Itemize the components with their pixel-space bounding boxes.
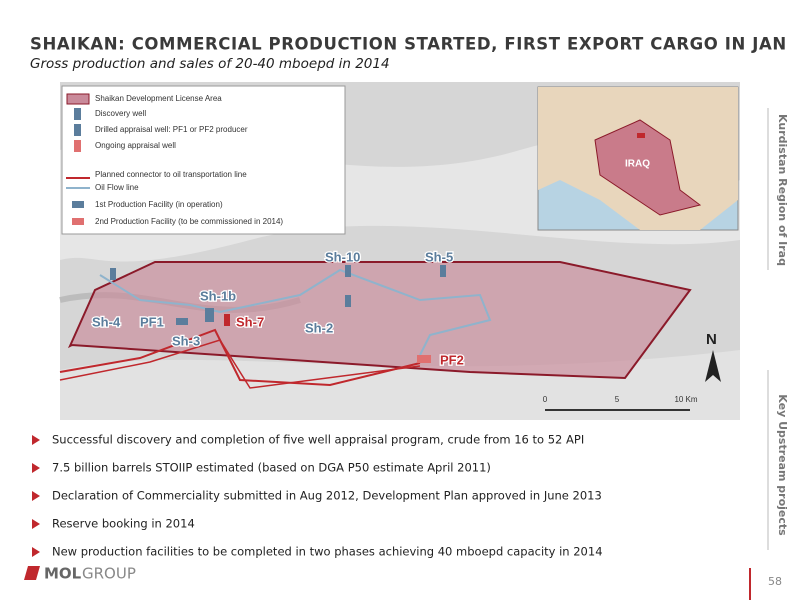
legend-swatch bbox=[74, 124, 81, 136]
scale-label: 0 bbox=[543, 395, 548, 404]
bullet-marker bbox=[32, 491, 40, 501]
bullet-text: Successful discovery and completion of f… bbox=[52, 433, 584, 447]
map-label: Sh-1b bbox=[200, 288, 236, 303]
legend-item: Drilled appraisal well: PF1 or PF2 produ… bbox=[95, 125, 248, 134]
wells bbox=[110, 265, 446, 325]
inset-marker bbox=[637, 133, 645, 138]
map: Sh-4 PF1 Sh-1b Sh-3 Sh-7 Sh-10 Sh-2 Sh-5… bbox=[59, 82, 740, 420]
logo: MOL GROUP bbox=[24, 565, 136, 583]
legend-swatch bbox=[74, 108, 81, 120]
scale-label: 10 Km bbox=[674, 395, 697, 404]
well-icon bbox=[205, 308, 214, 322]
map-label: PF2 bbox=[440, 352, 464, 367]
bullet-text: Reserve booking in 2014 bbox=[52, 517, 195, 531]
bullet-marker bbox=[32, 435, 40, 445]
well-icon bbox=[345, 295, 351, 307]
legend-swatch bbox=[72, 201, 84, 208]
bullet-marker bbox=[32, 519, 40, 529]
legend-item: Discovery well bbox=[95, 109, 146, 118]
subtitle: Gross production and sales of 20-40 mboe… bbox=[30, 56, 390, 72]
inset-label: IRAQ bbox=[625, 159, 650, 170]
title: SHAIKAN: COMMERCIAL PRODUCTION STARTED, … bbox=[30, 35, 787, 54]
legend-item: 2nd Production Facility (to be commissio… bbox=[95, 217, 283, 226]
well-icon bbox=[440, 265, 446, 277]
logo-text: MOL bbox=[44, 565, 82, 583]
map-label: Sh-4 bbox=[92, 314, 121, 329]
map-label: Sh-10 bbox=[325, 249, 360, 264]
north-arrow bbox=[705, 350, 721, 382]
logo-text: GROUP bbox=[82, 565, 136, 583]
well-icon bbox=[345, 265, 351, 277]
facility-icon bbox=[176, 318, 188, 325]
facility-icon bbox=[417, 355, 431, 363]
legend-swatch bbox=[74, 140, 81, 152]
bullet-text: Declaration of Commerciality submitted i… bbox=[52, 489, 602, 503]
inset-iraq bbox=[594, 119, 702, 216]
logo-mark bbox=[24, 566, 40, 580]
north-label: N bbox=[706, 331, 717, 348]
bullet-text: 7.5 billion barrels STOIIP estimated (ba… bbox=[52, 461, 491, 475]
bullet-marker bbox=[32, 547, 40, 557]
bullet-marker bbox=[32, 463, 40, 473]
connector-line bbox=[59, 328, 421, 387]
well-icon bbox=[224, 314, 230, 326]
map-label: PF1 bbox=[140, 314, 164, 329]
well-icon bbox=[110, 268, 116, 280]
map-label: Sh-3 bbox=[172, 333, 200, 348]
map-label: Sh-2 bbox=[305, 320, 333, 335]
flow-line bbox=[99, 268, 492, 356]
scale-label: 5 bbox=[615, 395, 620, 404]
bullets: Successful discovery and completion of f… bbox=[32, 433, 603, 559]
legend-swatch bbox=[66, 93, 90, 105]
map-label: Sh-5 bbox=[425, 249, 453, 264]
legend-item: Planned connector to oil transportation … bbox=[95, 170, 247, 179]
legend bbox=[61, 85, 346, 235]
legend-item: Ongoing appraisal well bbox=[95, 141, 176, 150]
legend-item: Oil Flow line bbox=[95, 183, 139, 192]
side-tab[interactable]: Kurdistan Region of Iraq bbox=[776, 114, 789, 266]
page-number: 58 bbox=[768, 575, 782, 588]
legend-swatch bbox=[72, 218, 84, 225]
bullet-text: New production facilities to be complete… bbox=[52, 545, 603, 559]
legend-item: Shaikan Development License Area bbox=[95, 94, 222, 103]
connector-line bbox=[59, 339, 421, 389]
side-tab[interactable]: Key Upstream projects bbox=[776, 394, 789, 536]
legend-item: 1st Production Facility (in operation) bbox=[95, 200, 223, 209]
map-label: Sh-7 bbox=[236, 314, 264, 329]
